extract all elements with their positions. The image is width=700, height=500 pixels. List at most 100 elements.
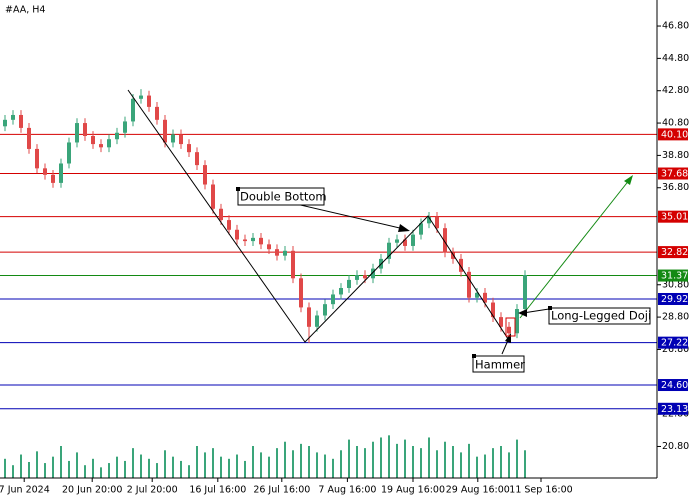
candle-body (211, 184, 215, 209)
volume-bar (244, 460, 246, 478)
volume-bar (476, 456, 478, 478)
price-label: 23.13 (661, 404, 688, 415)
candle-body (339, 287, 343, 295)
x-tick-label: 20 Jun 20:00 (62, 485, 122, 496)
candle-body (259, 237, 263, 245)
volume-bar (116, 456, 118, 478)
volume-bar (364, 448, 366, 478)
candle-body (131, 98, 135, 122)
annotation: Hammer (475, 358, 525, 372)
volume-bar (196, 446, 198, 478)
volume-bar (276, 448, 278, 478)
volume-bar (124, 460, 126, 478)
volume-bar (292, 450, 294, 478)
annotation-box (237, 187, 325, 206)
volume-bar (252, 446, 254, 478)
candle-body (467, 271, 471, 298)
volume-bar (28, 462, 30, 478)
volume-bar (212, 448, 214, 478)
volume-bar (500, 446, 502, 478)
volume-bar (316, 452, 318, 478)
pattern-line (127, 89, 511, 343)
candle-body (171, 134, 175, 143)
y-tick-label: 36.80 (662, 182, 689, 193)
volume-bar (228, 458, 230, 478)
price-label-box (658, 269, 688, 282)
volume-bar (324, 454, 326, 478)
y-tick-label: 42.80 (662, 85, 689, 96)
candle-body (331, 294, 335, 305)
y-tick-label: 26.80 (662, 344, 689, 355)
drawings: Double Bottom Long-Legged Doji Hammer (127, 89, 651, 373)
candle-body (139, 95, 143, 99)
candle-body (315, 315, 319, 327)
candle-body (347, 279, 351, 288)
x-tick-label: 2 Jul 20:00 (127, 485, 178, 496)
candle-body (427, 216, 431, 224)
y-tick-label: 44.80 (662, 53, 689, 64)
price-label-box (658, 210, 688, 223)
candle-body (523, 275, 527, 310)
volume-bar (68, 460, 70, 478)
candle-body (491, 302, 495, 318)
candle-body (275, 249, 279, 256)
x-tick-label: 19 Aug 16:00 (381, 485, 445, 496)
volume-bar (308, 446, 310, 478)
x-tick-label: 26 Jul 16:00 (253, 485, 310, 496)
volume-bar (468, 443, 470, 478)
candle-body (451, 252, 455, 259)
candle-body (107, 139, 111, 148)
candle-body (299, 278, 303, 308)
volume-bar (148, 458, 150, 478)
volume-bar (332, 458, 334, 478)
volume-bar (268, 456, 270, 478)
candle-body (147, 95, 151, 107)
candle-body (507, 326, 511, 334)
candle-body (19, 114, 23, 128)
y-tick-label: 46.80 (662, 21, 689, 32)
price-label: 32.82 (661, 247, 688, 258)
arrow-head (624, 175, 633, 185)
candle-body (483, 292, 487, 303)
candle-body (355, 275, 359, 280)
y-tick-label: 30.80 (662, 279, 689, 290)
candle-body (291, 250, 295, 279)
annotation-box (548, 307, 651, 325)
price-label: 24.60 (661, 380, 688, 391)
volume-bar (164, 450, 166, 478)
arrow-head (398, 224, 410, 232)
volume-bar (300, 443, 302, 478)
anchor (472, 354, 476, 358)
price-label: 27.22 (661, 338, 688, 349)
volume-bar (236, 454, 238, 478)
x-tick-label: 29 Aug 16:00 (446, 485, 510, 496)
volume-bar (404, 439, 406, 478)
candle-body (179, 134, 183, 145)
highlight-box (505, 317, 516, 337)
candle-body (283, 250, 287, 256)
candle-body (459, 258, 463, 272)
price-label-box (658, 336, 688, 349)
candle-body (203, 165, 207, 185)
candle-body (83, 123, 87, 136)
volume-bar (436, 450, 438, 478)
volume-bar (348, 439, 350, 478)
candle-body (11, 114, 15, 120)
price-label-box (658, 246, 688, 259)
candle-body (3, 119, 7, 127)
volume-bar (156, 463, 158, 478)
price-label-box (658, 292, 688, 305)
volume-bar (380, 437, 382, 478)
annotation: Long-Legged Doji (551, 309, 651, 323)
candle-body (395, 239, 399, 243)
y-tick-label: 20.80 (662, 441, 689, 452)
volume-bar (84, 465, 86, 478)
price-label-box (658, 379, 688, 392)
volume-bar (60, 446, 62, 478)
candle-body (27, 127, 31, 149)
candle-body (59, 163, 63, 183)
candle-body (115, 132, 119, 140)
volume-bar (420, 448, 422, 478)
candle-body (403, 239, 407, 246)
